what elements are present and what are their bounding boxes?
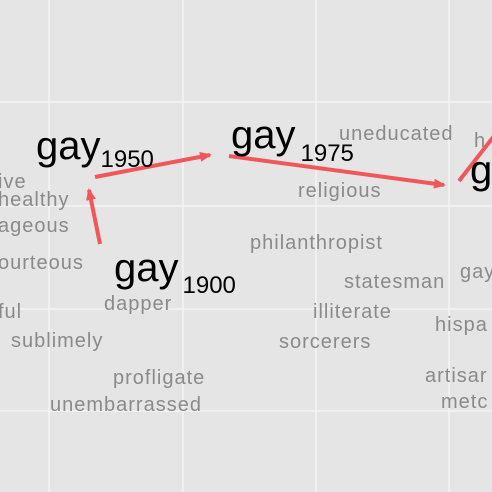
focus-words: gay1950 gay 1975 gay 1900 g <box>36 113 492 299</box>
year-subscript: 1900 <box>183 272 236 299</box>
year-subscript: 1975 <box>301 140 354 167</box>
year-subscript: 1950 <box>101 146 154 173</box>
neighbor-word: sorcerers <box>279 331 371 353</box>
neighbor-word: dapper <box>104 293 172 315</box>
neighbor-word: sublimely <box>11 330 103 352</box>
neighbor-word: philanthropist <box>250 232 383 254</box>
focus-word-gay-1900: gay 1900 <box>114 246 236 299</box>
neighbor-word: profligate <box>113 367 205 389</box>
neighbor-word: hispa <box>435 314 488 336</box>
focus-word-gay-1950: gay1950 <box>36 124 154 173</box>
neighbor-word: ful <box>0 301 22 323</box>
focus-word-text: gay <box>36 124 101 168</box>
drift-arrows <box>86 135 492 245</box>
arrow-next-out <box>457 135 492 183</box>
neighbor-word: ourteous <box>0 252 84 274</box>
focus-word-gay-1975: gay 1975 <box>231 113 354 167</box>
arrow-1900-1950 <box>86 188 102 245</box>
neighbor-word: religious <box>298 180 381 202</box>
focus-word-text: gay <box>114 246 179 290</box>
neighbor-word: unembarrassed <box>50 394 202 416</box>
arrow-1975-next <box>228 154 446 189</box>
neighbor-word: ageous <box>0 215 70 237</box>
neighbor-word: gay <box>460 261 492 283</box>
focus-word-text: gay <box>231 113 296 157</box>
arrow-1950-1975 <box>94 151 212 179</box>
neighbor-word: ive <box>0 171 27 193</box>
neighbor-word: h <box>474 130 486 152</box>
focus-word-gay-cut: g <box>470 148 492 192</box>
neighbor-word: uneducated <box>339 123 454 145</box>
neighbor-words: ive healthy ageous ourteous ful sublimel… <box>0 123 492 416</box>
neighbor-word: metc <box>441 391 488 413</box>
neighbor-word: statesman <box>344 271 445 293</box>
neighbor-word: artisar <box>425 365 488 387</box>
neighbor-word: illiterate <box>313 301 392 323</box>
neighbor-word: healthy <box>0 189 70 211</box>
